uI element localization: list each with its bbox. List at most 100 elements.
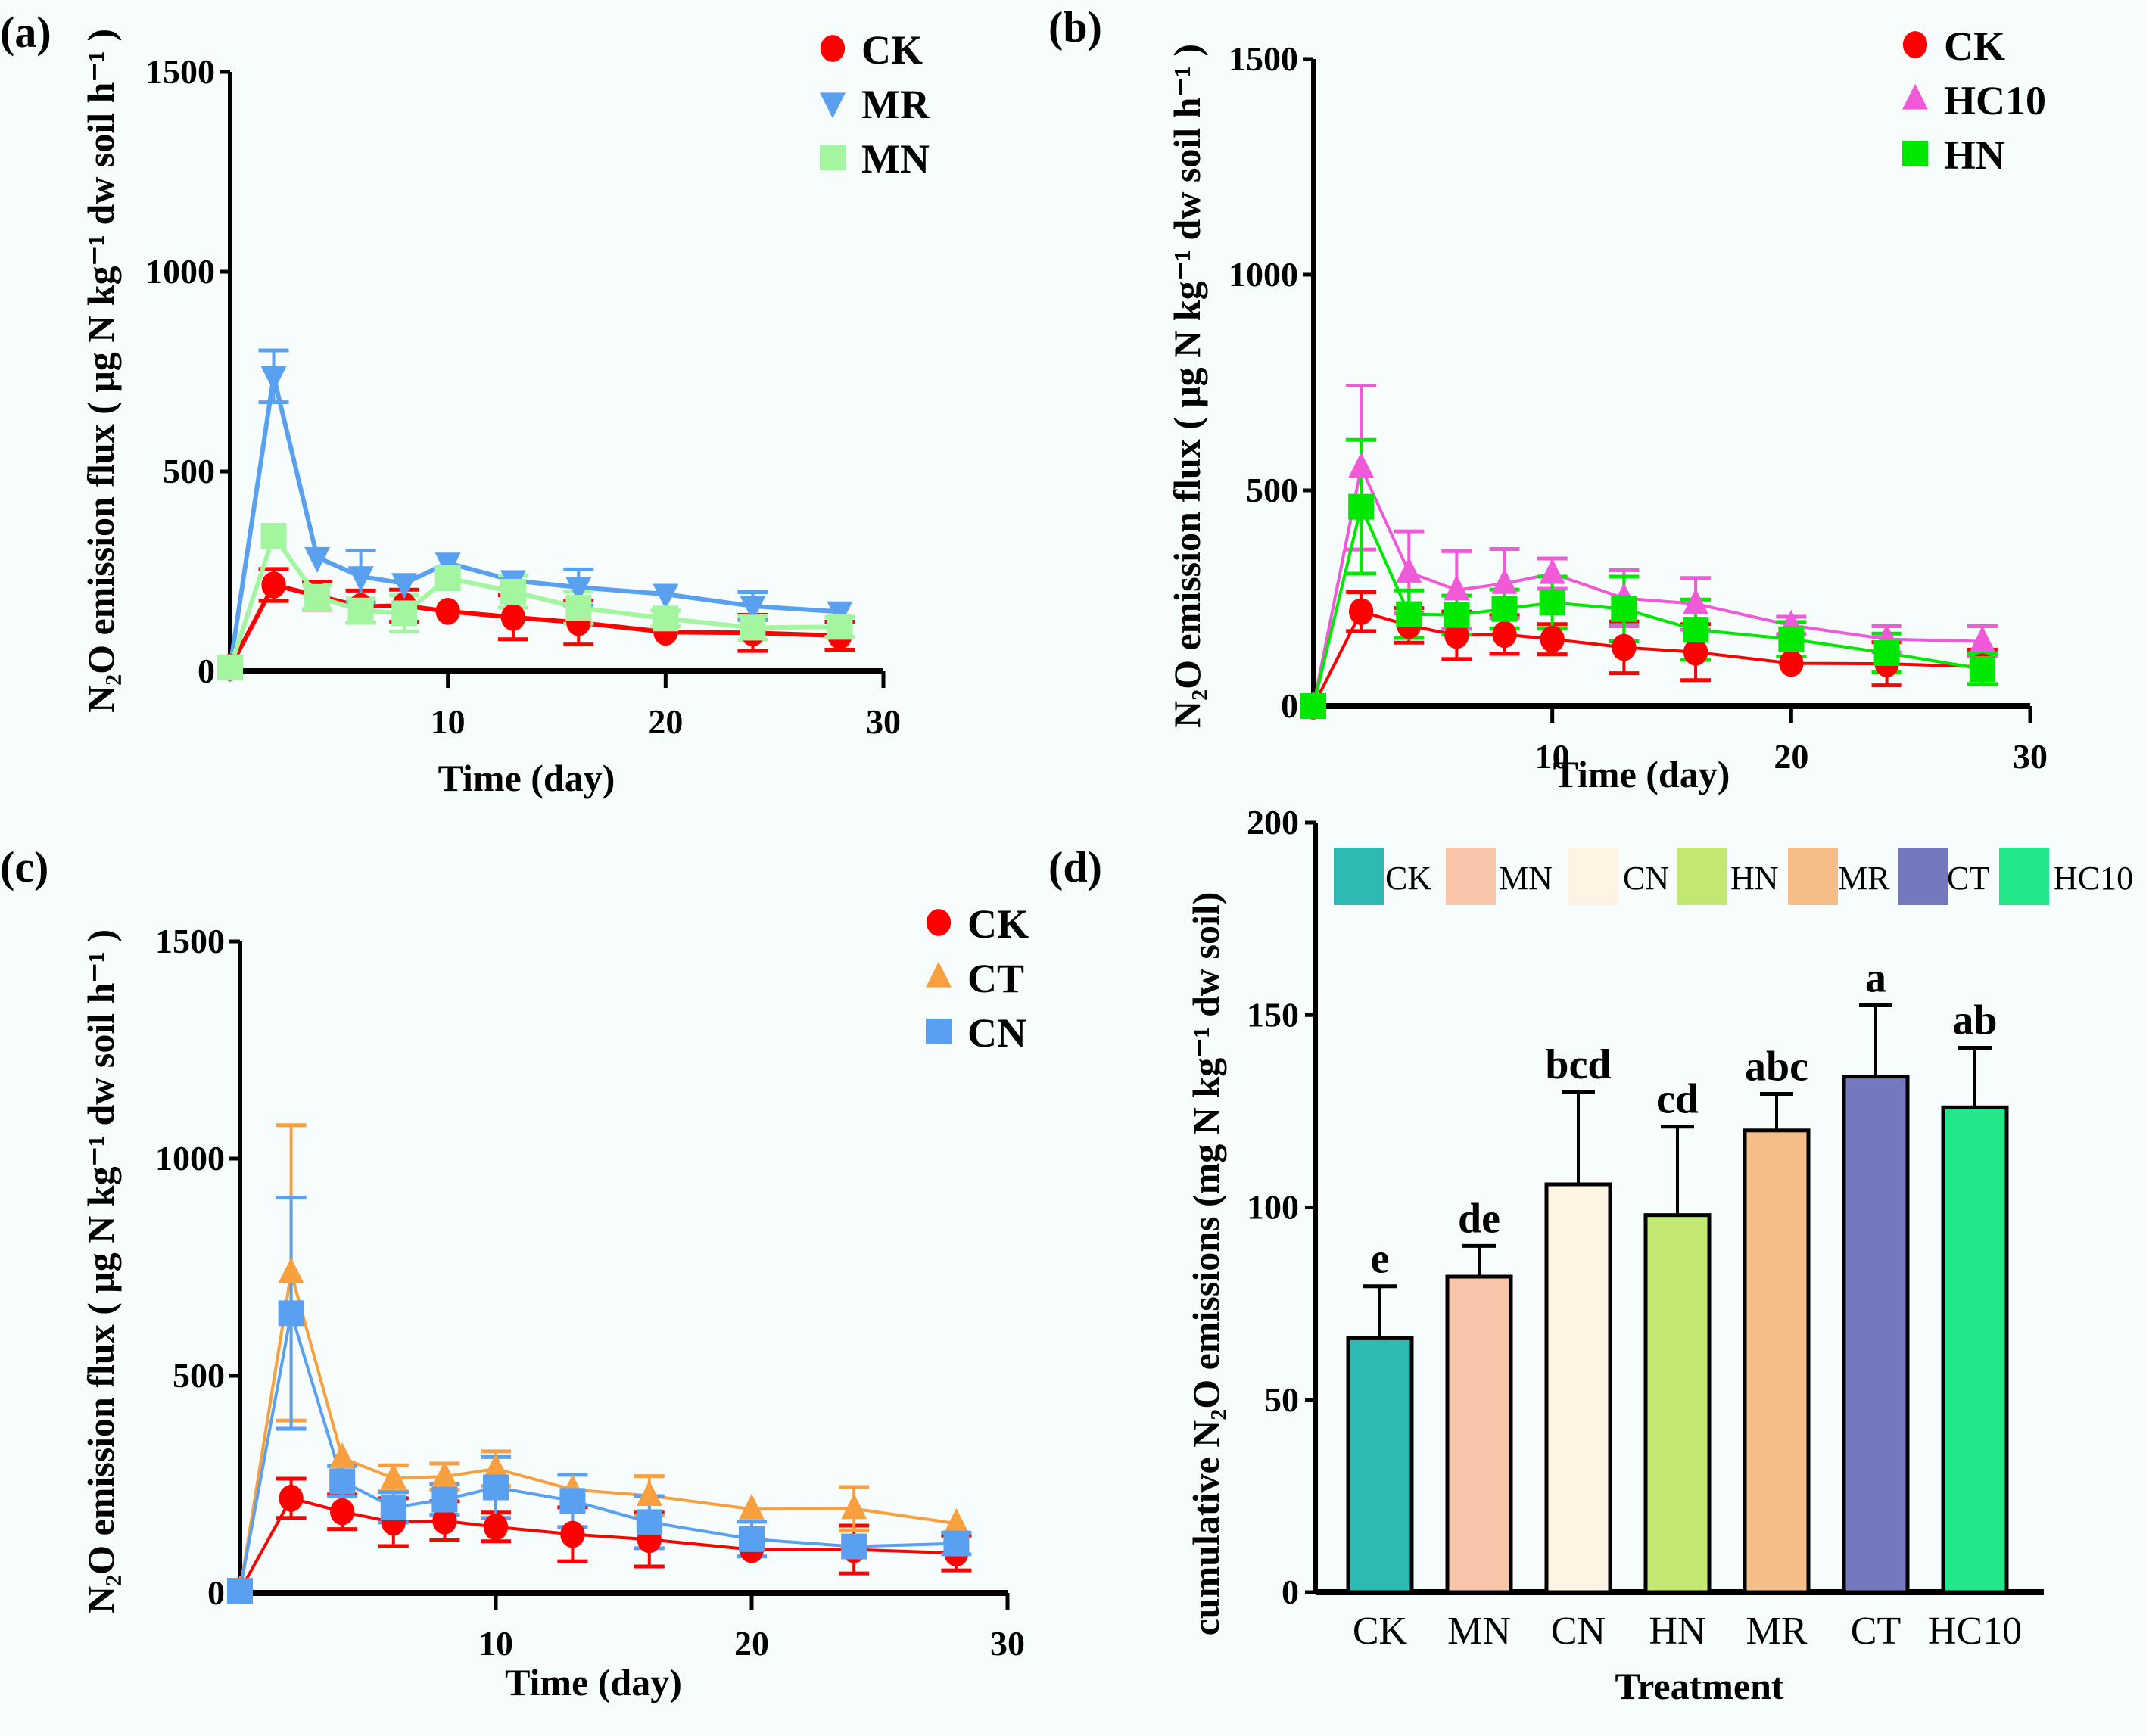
- data-point-ck: [1683, 638, 1708, 666]
- panel-label: (c): [0, 842, 48, 891]
- panel-label: (d): [1048, 842, 1102, 891]
- y-tick-label: 500: [163, 452, 215, 490]
- legend-label: CK: [1944, 23, 2005, 69]
- bar-mr: [1743, 1128, 1811, 1594]
- data-point-cn: [739, 1526, 765, 1552]
- data-point-cn: [483, 1474, 509, 1501]
- y-tick-label: 100: [1247, 1188, 1299, 1227]
- data-point-cn: [227, 1578, 253, 1604]
- bar-mn: [1445, 1274, 1513, 1594]
- data-point-mn: [434, 565, 461, 591]
- data-point-mn: [740, 614, 766, 641]
- y-tick-label: 50: [1264, 1380, 1299, 1419]
- x-tick-label: HC10: [1928, 1610, 2022, 1653]
- data-point-cn: [943, 1530, 970, 1557]
- y-tick-label: 1000: [1229, 255, 1298, 294]
- data-point-hn: [1969, 655, 1995, 682]
- x-tick-label: CT: [1851, 1610, 1901, 1653]
- significance-label: e: [1371, 1236, 1390, 1283]
- data-point-mn: [565, 595, 592, 621]
- y-tick-label: 150: [1247, 995, 1299, 1034]
- legend-swatch-mr: [1788, 848, 1838, 905]
- legend-marker-hn: [1902, 141, 1928, 166]
- bar-hn: [1643, 1213, 1712, 1594]
- data-point-cn: [329, 1468, 356, 1495]
- y-tick-label: 0: [207, 1573, 225, 1612]
- data-point-mr: [740, 596, 766, 622]
- legend-marker-ct: [926, 961, 952, 988]
- data-point-ck: [1540, 625, 1565, 653]
- significance-label: de: [1458, 1195, 1500, 1242]
- data-point-cn: [431, 1486, 458, 1513]
- panel-a: (a) 0 500 1000 1500 10 20 30 Time (day) N₂O emiss…: [0, 8, 930, 799]
- data-point-cn: [636, 1509, 662, 1535]
- data-point-ck: [261, 571, 286, 599]
- x-tick-label: MN: [1447, 1610, 1511, 1653]
- data-point-ct: [739, 1493, 765, 1520]
- y-axis-title: N₂O emission flux ( μg N kg⁻¹ dw soil h⁻…: [79, 29, 122, 713]
- data-point-hc10: [1348, 452, 1375, 478]
- data-point-mr: [653, 583, 679, 610]
- x-tick-label: 30: [990, 1624, 1025, 1663]
- data-point-hn: [1778, 626, 1805, 652]
- data-point-ct: [278, 1257, 304, 1283]
- legend-swatch-ck: [1334, 848, 1384, 905]
- data-point-ck: [483, 1513, 509, 1541]
- legend-marker-ck: [820, 35, 846, 62]
- data-point-ct: [431, 1461, 458, 1487]
- legend-swatch-cn: [1568, 848, 1618, 905]
- y-tick-label: 0: [1281, 686, 1298, 725]
- data-point-ck: [560, 1520, 585, 1548]
- significance-label: cd: [1656, 1076, 1699, 1123]
- panel-d: (d) 0 50 100 150 200 e CK de MN bcd CN cd HN abc MR a CT a…: [1048, 803, 2133, 1707]
- data-point-ck: [1492, 621, 1517, 649]
- data-point-cn: [841, 1533, 867, 1560]
- legend-label: HC10: [2054, 860, 2133, 897]
- data-point-mr: [565, 577, 592, 603]
- data-point-mn: [304, 583, 331, 610]
- legend-marker-ck: [926, 909, 952, 936]
- y-axis-title: cumulative N₂O emissions (mg N kg⁻¹ dw s…: [1185, 892, 1227, 1636]
- legend-label: CT: [1947, 860, 1989, 897]
- legend-marker-hc10: [1902, 83, 1928, 110]
- x-axis-title: Time (day): [505, 1661, 682, 1703]
- data-point-mr: [304, 546, 331, 573]
- data-point-mn: [260, 523, 287, 549]
- data-point-mn: [653, 605, 679, 632]
- y-tick-label: 1000: [155, 1139, 225, 1178]
- data-point-hc10: [1491, 568, 1518, 594]
- x-tick-label: 10: [478, 1624, 513, 1663]
- data-point-ct: [841, 1493, 867, 1520]
- x-tick-label: 10: [1535, 737, 1570, 776]
- data-point-ct: [483, 1453, 509, 1479]
- data-point-mn: [500, 578, 526, 605]
- bar-ck: [1346, 1336, 1414, 1594]
- y-tick-label: 1500: [155, 922, 225, 960]
- y-tick-label: 1000: [145, 252, 215, 291]
- legend-label: MN: [861, 136, 930, 182]
- significance-label: ab: [1952, 997, 1997, 1044]
- data-point-hn: [1444, 602, 1470, 628]
- x-tick-label: 30: [2013, 737, 2048, 776]
- data-point-mr: [347, 566, 374, 593]
- data-point-ck: [1348, 598, 1374, 626]
- data-point-ct: [329, 1442, 356, 1469]
- y-tick-label: 0: [1282, 1573, 1299, 1611]
- legend-label: MR: [861, 82, 930, 127]
- data-point-hn: [1396, 601, 1422, 627]
- legend-marker-mn: [820, 145, 846, 170]
- x-tick-label: 20: [734, 1624, 769, 1663]
- data-point-ck: [330, 1498, 355, 1526]
- y-tick-label: 500: [173, 1356, 225, 1395]
- y-tick-label: 1500: [1229, 39, 1298, 78]
- data-point-ck: [1612, 633, 1637, 661]
- legend-swatch-ct: [1898, 848, 1948, 905]
- panel-label: (b): [1048, 2, 1102, 51]
- legend-label: CT: [967, 956, 1024, 1001]
- data-point-mn: [217, 654, 243, 680]
- significance-label: bcd: [1545, 1041, 1611, 1088]
- data-point-hn: [1348, 493, 1375, 520]
- data-point-ct: [943, 1507, 970, 1534]
- legend-label: HN: [1730, 860, 1779, 897]
